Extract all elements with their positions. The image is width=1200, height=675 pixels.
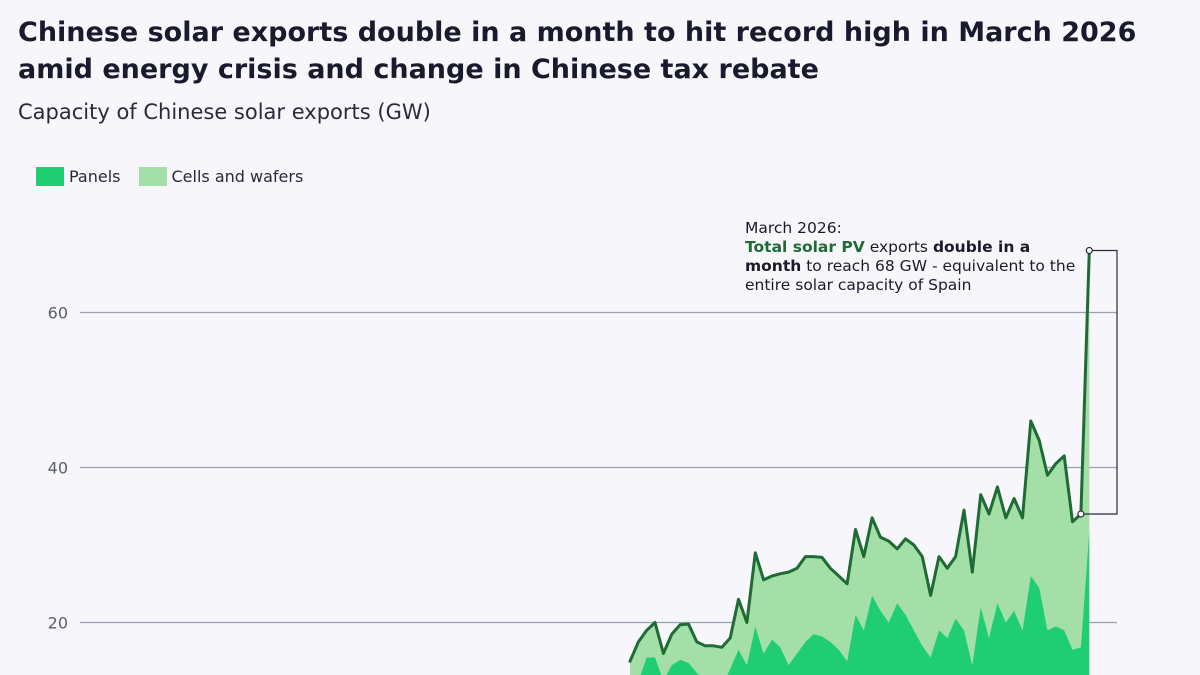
annotation-text-1: exports — [864, 238, 933, 256]
bracket-marker-current — [1085, 246, 1093, 255]
legend-label-panels: Panels — [69, 167, 121, 186]
bracket-line — [1080, 249, 1118, 515]
annotation-bracket — [1077, 246, 1118, 518]
legend-item-cells[interactable]: Cells and wafers — [138, 167, 304, 186]
march-2026-annotation: March 2026: Total solar PV exports doubl… — [745, 219, 1085, 295]
annotation-date: March 2026: — [745, 219, 842, 237]
legend-item-panels[interactable]: Panels — [36, 167, 121, 186]
y-tick-label-60: 60 — [48, 304, 68, 323]
y-tick-label-40: 40 — [48, 459, 68, 478]
chart-title: Chinese solar exports double in a month … — [18, 17, 1137, 85]
area-series — [628, 249, 1091, 675]
line-total-exports — [628, 249, 1091, 663]
chart-subtitle: Capacity of Chinese solar exports (GW) — [18, 100, 431, 124]
y-tick-label-20: 20 — [48, 614, 68, 633]
area-panels — [640, 529, 1090, 675]
chart-legend: Panels Cells and wafers — [36, 167, 321, 186]
annotation-highlight-total: Total solar PV — [745, 238, 865, 256]
bracket-marker-previous — [1077, 510, 1085, 518]
area-cells-and-wafers — [630, 250, 1090, 675]
annotation-bold-double: double in a month — [745, 238, 1031, 275]
legend-label-cells: Cells and wafers — [171, 167, 304, 186]
legend-swatch-cells — [138, 167, 167, 186]
legend-swatch-panels — [36, 167, 64, 186]
annotation-text-2: to reach 68 GW - equivalent to the entir… — [745, 257, 1076, 294]
annotation-body: Total solar PV exports double in a month… — [745, 238, 1085, 295]
